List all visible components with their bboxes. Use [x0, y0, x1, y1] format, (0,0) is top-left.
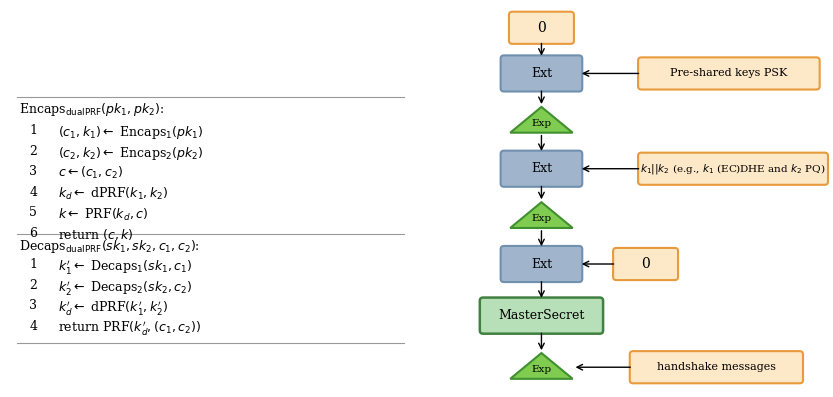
Polygon shape — [510, 353, 573, 379]
Text: MasterSecret: MasterSecret — [498, 309, 585, 322]
Text: $k \leftarrow$ PRF$(k_d, c)$: $k \leftarrow$ PRF$(k_d, c)$ — [58, 206, 148, 223]
Text: 2: 2 — [29, 145, 37, 158]
Text: Pre-shared keys PSK: Pre-shared keys PSK — [671, 68, 787, 79]
Text: $k_d \leftarrow$ dPRF$(k_1, k_2)$: $k_d \leftarrow$ dPRF$(k_1, k_2)$ — [58, 186, 168, 202]
Text: Exp: Exp — [531, 365, 551, 374]
Text: 4: 4 — [29, 320, 37, 333]
Text: $c \leftarrow (c_1, c_2)$: $c \leftarrow (c_1, c_2)$ — [58, 165, 123, 181]
Text: 1: 1 — [29, 124, 37, 137]
Text: Ext: Ext — [531, 258, 552, 270]
Polygon shape — [510, 202, 573, 228]
Text: 3: 3 — [29, 165, 37, 178]
Polygon shape — [510, 107, 573, 133]
FancyBboxPatch shape — [630, 351, 803, 384]
Text: Exp: Exp — [531, 119, 551, 128]
FancyBboxPatch shape — [638, 57, 820, 89]
FancyBboxPatch shape — [501, 246, 582, 282]
Text: return PRF$(k_d', (c_1, c_2))$: return PRF$(k_d', (c_1, c_2))$ — [58, 320, 202, 338]
Text: 6: 6 — [29, 227, 37, 240]
Text: 2: 2 — [29, 279, 37, 292]
Text: Encaps$_{\mathrm{dualPRF}}$$(pk_1, pk_2)$:: Encaps$_{\mathrm{dualPRF}}$$(pk_1, pk_2)… — [19, 101, 164, 118]
Text: Ext: Ext — [531, 67, 552, 80]
FancyBboxPatch shape — [480, 298, 603, 333]
Text: 0: 0 — [641, 257, 650, 271]
Text: $k_1||k_2$ (e.g., $k_1$ (EC)DHE and $k_2$ PQ): $k_1||k_2$ (e.g., $k_1$ (EC)DHE and $k_2… — [641, 162, 826, 176]
Text: $(c_2, k_2) \leftarrow$ Encaps$_2(pk_2)$: $(c_2, k_2) \leftarrow$ Encaps$_2(pk_2)$ — [58, 145, 203, 162]
Text: $k_1' \leftarrow$ Decaps$_1(sk_1, c_1)$: $k_1' \leftarrow$ Decaps$_1(sk_1, c_1)$ — [58, 258, 192, 276]
Text: Ext: Ext — [531, 162, 552, 175]
Text: Decaps$_{\mathrm{dualPRF}}$$(sk_1, sk_2, c_1, c_2)$:: Decaps$_{\mathrm{dualPRF}}$$(sk_1, sk_2,… — [19, 238, 200, 255]
Text: return $(c, k)$: return $(c, k)$ — [58, 227, 134, 242]
Text: 1: 1 — [29, 258, 37, 271]
FancyBboxPatch shape — [638, 153, 828, 185]
FancyBboxPatch shape — [501, 55, 582, 91]
FancyBboxPatch shape — [509, 12, 574, 44]
Text: handshake messages: handshake messages — [657, 362, 776, 372]
FancyBboxPatch shape — [501, 150, 582, 187]
Text: $k_d' \leftarrow$ dPRF$(k_1', k_2')$: $k_d' \leftarrow$ dPRF$(k_1', k_2')$ — [58, 299, 168, 318]
Text: $k_2' \leftarrow$ Decaps$_2(sk_2, c_2)$: $k_2' \leftarrow$ Decaps$_2(sk_2, c_2)$ — [58, 279, 192, 297]
Text: 4: 4 — [29, 186, 37, 199]
Text: 5: 5 — [29, 206, 37, 220]
Text: 3: 3 — [29, 299, 37, 312]
FancyBboxPatch shape — [613, 248, 678, 280]
Text: 0: 0 — [537, 21, 546, 35]
Text: Exp: Exp — [531, 214, 551, 224]
Text: $(c_1, k_1) \leftarrow$ Encaps$_1(pk_1)$: $(c_1, k_1) \leftarrow$ Encaps$_1(pk_1)$ — [58, 124, 203, 141]
